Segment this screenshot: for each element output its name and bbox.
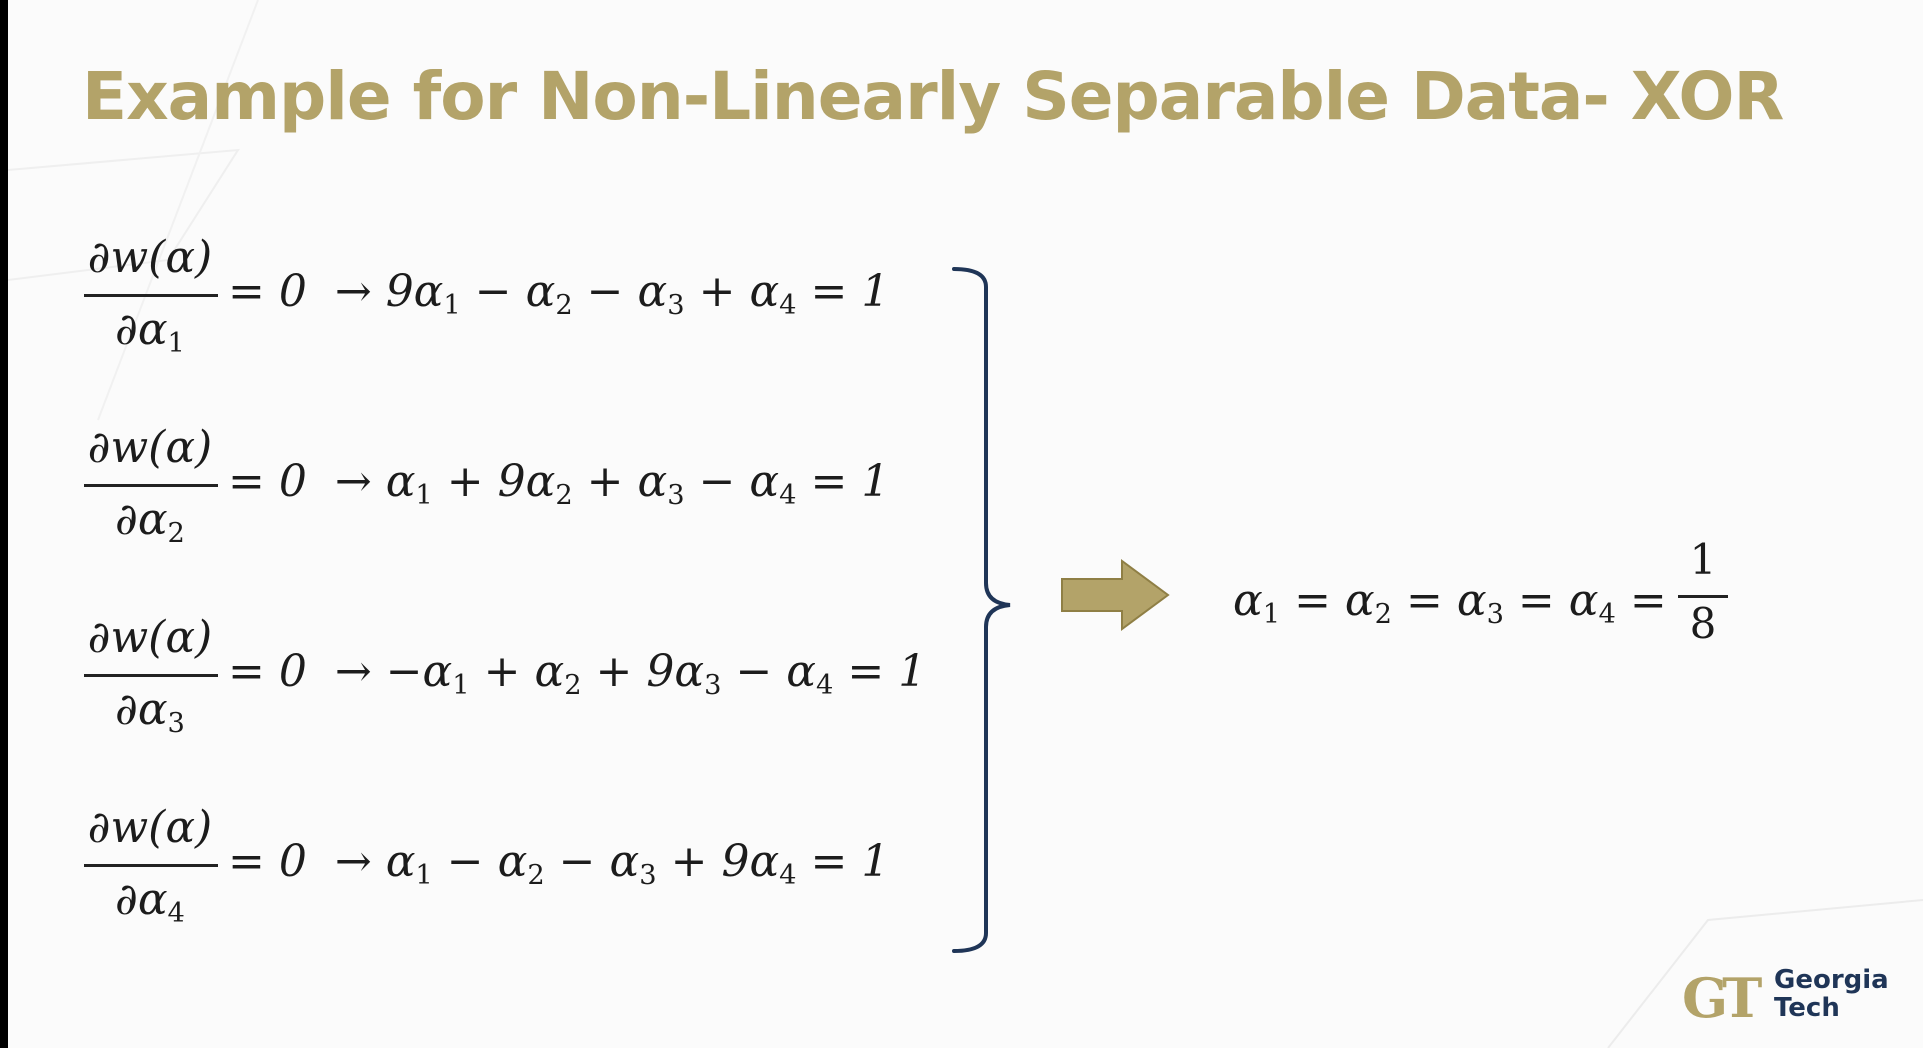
fraction-bar: [84, 294, 218, 297]
fraction-bar: [84, 484, 218, 487]
equation-3: ∂w(α) ∂α3 = 0 → −α1 + α2 + 9α3 − α4 = 1: [80, 608, 940, 748]
partial-derivative-fraction: ∂w(α) ∂α2: [80, 418, 220, 558]
solution-equation: α1 = α2 = α3 = α4 =: [1233, 575, 1667, 631]
equation-rhs: = 0 → −α1 + α2 + 9α3 − α4 = 1: [228, 646, 927, 702]
solution: α1 = α2 = α3 = α4 = 1 8: [1233, 535, 1753, 655]
equation-rhs: = 0 → α1 + 9α2 + α3 − α4 = 1: [228, 456, 890, 512]
right-brace: [952, 267, 1011, 953]
fraction-bar: [84, 864, 218, 867]
fraction-bar: [84, 674, 218, 677]
fraction-numerator: ∂w(α): [87, 422, 213, 473]
slide-title: Example for Non-Linearly Separable Data-…: [82, 58, 1784, 135]
logo-line-2: Tech: [1774, 993, 1840, 1023]
fraction-denominator: ∂α3: [115, 684, 185, 740]
fraction-denominator: 8: [1689, 599, 1717, 648]
fraction-denominator: ∂α2: [115, 494, 185, 550]
partial-derivative-fraction: ∂w(α) ∂α3: [80, 608, 220, 748]
equation-1: ∂w(α) ∂α1 = 0 → 9α1 − α2 − α3 + α4 = 1: [80, 228, 940, 368]
partial-derivative-fraction: ∂w(α) ∂α1: [80, 228, 220, 368]
gt-monogram: GT: [1682, 966, 1762, 1030]
fraction-numerator: ∂w(α): [87, 802, 213, 853]
equation-4: ∂w(α) ∂α4 = 0 → α1 − α2 − α3 + 9α4 = 1: [80, 798, 940, 938]
solution-fraction: 1 8: [1673, 535, 1733, 655]
equation-rhs: = 0 → 9α1 − α2 − α3 + α4 = 1: [228, 266, 890, 322]
partial-derivative-fraction: ∂w(α) ∂α4: [80, 798, 220, 938]
fraction-numerator: 1: [1689, 535, 1717, 584]
equation-2: ∂w(α) ∂α2 = 0 → α1 + 9α2 + α3 − α4 = 1: [80, 418, 940, 558]
fraction-numerator: ∂w(α): [87, 612, 213, 663]
slide: Example for Non-Linearly Separable Data-…: [8, 0, 1923, 1048]
logo-wordmark: Georgia Tech: [1774, 966, 1889, 1022]
right-arrow-icon: [1061, 559, 1170, 631]
fraction-denominator: ∂α1: [115, 304, 185, 360]
fraction-bar: [1678, 595, 1728, 598]
georgia-tech-logo: GT Georgia Tech: [1682, 962, 1902, 1032]
logo-line-1: Georgia: [1774, 965, 1889, 995]
background-decoration: [8, 0, 1923, 1048]
fraction-denominator: ∂α4: [115, 874, 185, 930]
fraction-numerator: ∂w(α): [87, 232, 213, 283]
equation-rhs: = 0 → α1 − α2 − α3 + 9α4 = 1: [228, 836, 890, 892]
